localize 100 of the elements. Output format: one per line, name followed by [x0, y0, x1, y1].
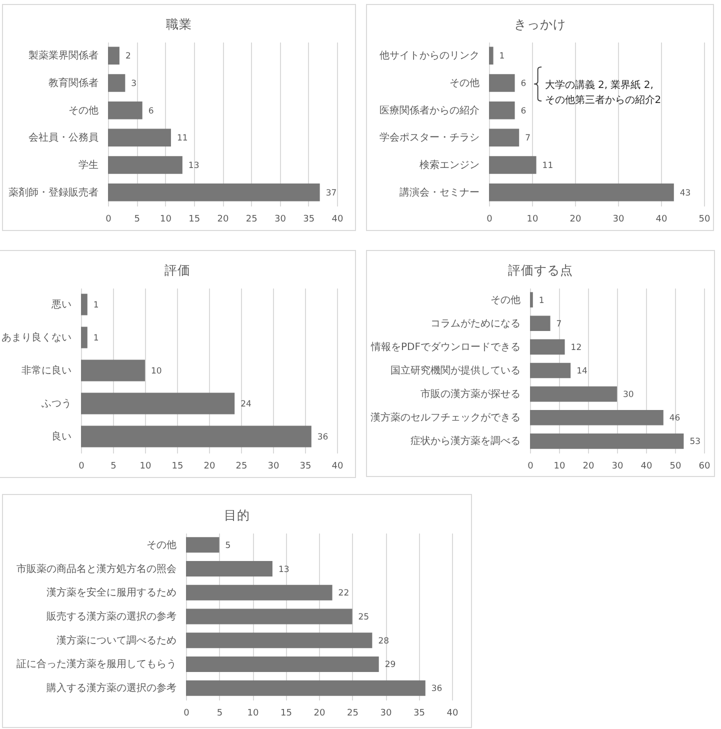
y-tick-label: 他サイトからのリンク: [380, 50, 480, 62]
bar: [81, 294, 88, 316]
y-tick-label: 漢方薬について調べるため: [56, 634, 176, 646]
y-tick-label: 製薬業界関係者: [28, 50, 98, 62]
y-tick-label: 情報をPDFでダウンロードできる: [370, 340, 520, 353]
data-label: 13: [188, 161, 200, 171]
x-tick-label: 20: [314, 708, 326, 718]
chart-title: 評価: [164, 262, 190, 278]
bar: [186, 561, 272, 577]
data-label: 1: [499, 52, 505, 62]
y-tick-label: 学生: [78, 159, 98, 171]
y-tick-label: 医療関係者からの紹介: [380, 104, 480, 116]
y-tick-label: 購入する漢方薬の選択の参考: [46, 682, 176, 694]
data-label: 10: [151, 366, 162, 376]
x-tick-label: 20: [570, 214, 582, 224]
x-tick-label: 0: [184, 708, 190, 718]
y-tick-label: その他: [490, 294, 520, 306]
x-tick-label: 10: [526, 214, 538, 224]
bar: [489, 128, 520, 147]
data-label: 36: [317, 432, 328, 442]
bar: [108, 46, 120, 65]
x-tick-label: 0: [528, 462, 534, 472]
x-tick-label: 15: [280, 708, 292, 718]
x-tick-label: 30: [612, 462, 624, 472]
chart-title: 目的: [224, 508, 250, 522]
x-tick-label: 20: [582, 462, 594, 472]
data-label: 37: [326, 188, 337, 198]
data-label: 25: [358, 612, 370, 622]
data-label: 24: [240, 400, 252, 410]
data-label: 1: [93, 300, 99, 310]
data-label: 5: [225, 540, 231, 551]
data-label: 11: [176, 134, 188, 144]
data-label: 53: [690, 437, 701, 448]
bar: [186, 632, 372, 648]
bar: [81, 326, 88, 348]
annotation: 大学の講義 2, 業界紙 2, その他第三者からの紹介2: [544, 79, 662, 106]
y-tick-label: 良い: [52, 430, 72, 442]
bar: [489, 74, 515, 92]
x-tick-label: 5: [216, 708, 223, 718]
bar: [81, 392, 235, 414]
data-label: 1: [93, 334, 99, 344]
x-tick-label: 40: [640, 462, 652, 472]
bar: [489, 46, 494, 65]
data-label: 36: [431, 684, 442, 694]
y-tick-label: 販売する漢方薬の選択の参考: [46, 610, 176, 622]
y-tick-label: 漢方薬のセルフチェックができる: [370, 412, 520, 424]
bar: [108, 74, 126, 92]
data-label: 7: [556, 319, 562, 330]
x-tick-label: 15: [172, 462, 184, 472]
bar: [530, 292, 533, 308]
bar: [186, 608, 352, 624]
x-tick-label: 30: [268, 462, 280, 472]
data-label: 6: [520, 106, 526, 116]
y-tick-label: 悪い: [50, 300, 72, 310]
data-label: 6: [520, 79, 526, 89]
x-tick-label: 10: [554, 462, 566, 472]
x-tick-label: 35: [414, 708, 425, 718]
data-label: 13: [278, 564, 290, 575]
y-tick-label: その他: [450, 77, 480, 89]
bar: [108, 156, 182, 174]
x-tick-label: 5: [134, 214, 140, 224]
x-tick-label: 5: [110, 462, 116, 472]
y-tick-label: ふつう: [40, 398, 72, 410]
bar: [108, 101, 142, 120]
x-tick-label: 30: [274, 214, 286, 224]
bar: [81, 426, 312, 448]
bar: [489, 156, 536, 174]
data-label: 11: [542, 161, 554, 171]
y-tick-label: 漢方薬を安全に服用するため: [46, 586, 176, 599]
y-tick-label: その他: [68, 104, 98, 116]
y-tick-label: 非常に良い: [22, 364, 72, 376]
x-tick-label: 10: [140, 462, 152, 472]
bar: [108, 128, 171, 147]
y-tick-label: コラムがためになる: [430, 318, 520, 330]
data-label: 6: [148, 106, 154, 116]
y-tick-label: 会社員・公務員: [28, 132, 98, 144]
x-tick-label: 50: [698, 214, 710, 224]
x-tick-label: 25: [236, 462, 248, 472]
x-tick-label: 35: [300, 462, 312, 472]
data-label: 14: [576, 366, 588, 376]
x-tick-label: 40: [332, 214, 344, 224]
data-label: 43: [680, 188, 691, 198]
x-tick-label: 15: [188, 214, 200, 224]
x-tick-label: 40: [656, 214, 668, 224]
y-tick-label: 薬剤師・登録販売者: [8, 186, 98, 198]
data-label: 12: [570, 342, 582, 353]
y-tick-label: あまり良くない: [2, 332, 72, 344]
data-label: 28: [378, 636, 390, 646]
bar: [530, 362, 571, 378]
x-tick-label: 25: [246, 214, 258, 224]
y-tick-label: 症状から漢方薬を調べる: [410, 435, 520, 448]
y-tick-label: 証に合った漢方薬を服用してもらう: [16, 658, 176, 670]
y-tick-label: 市販の漢方薬が探せる: [420, 388, 520, 400]
x-tick-label: 10: [247, 708, 259, 718]
x-tick-label: 30: [612, 214, 624, 224]
x-tick-label: 30: [380, 708, 392, 718]
x-tick-label: 35: [303, 214, 315, 224]
bar: [530, 386, 617, 402]
bar: [530, 434, 684, 449]
x-tick-label: 60: [698, 462, 710, 472]
